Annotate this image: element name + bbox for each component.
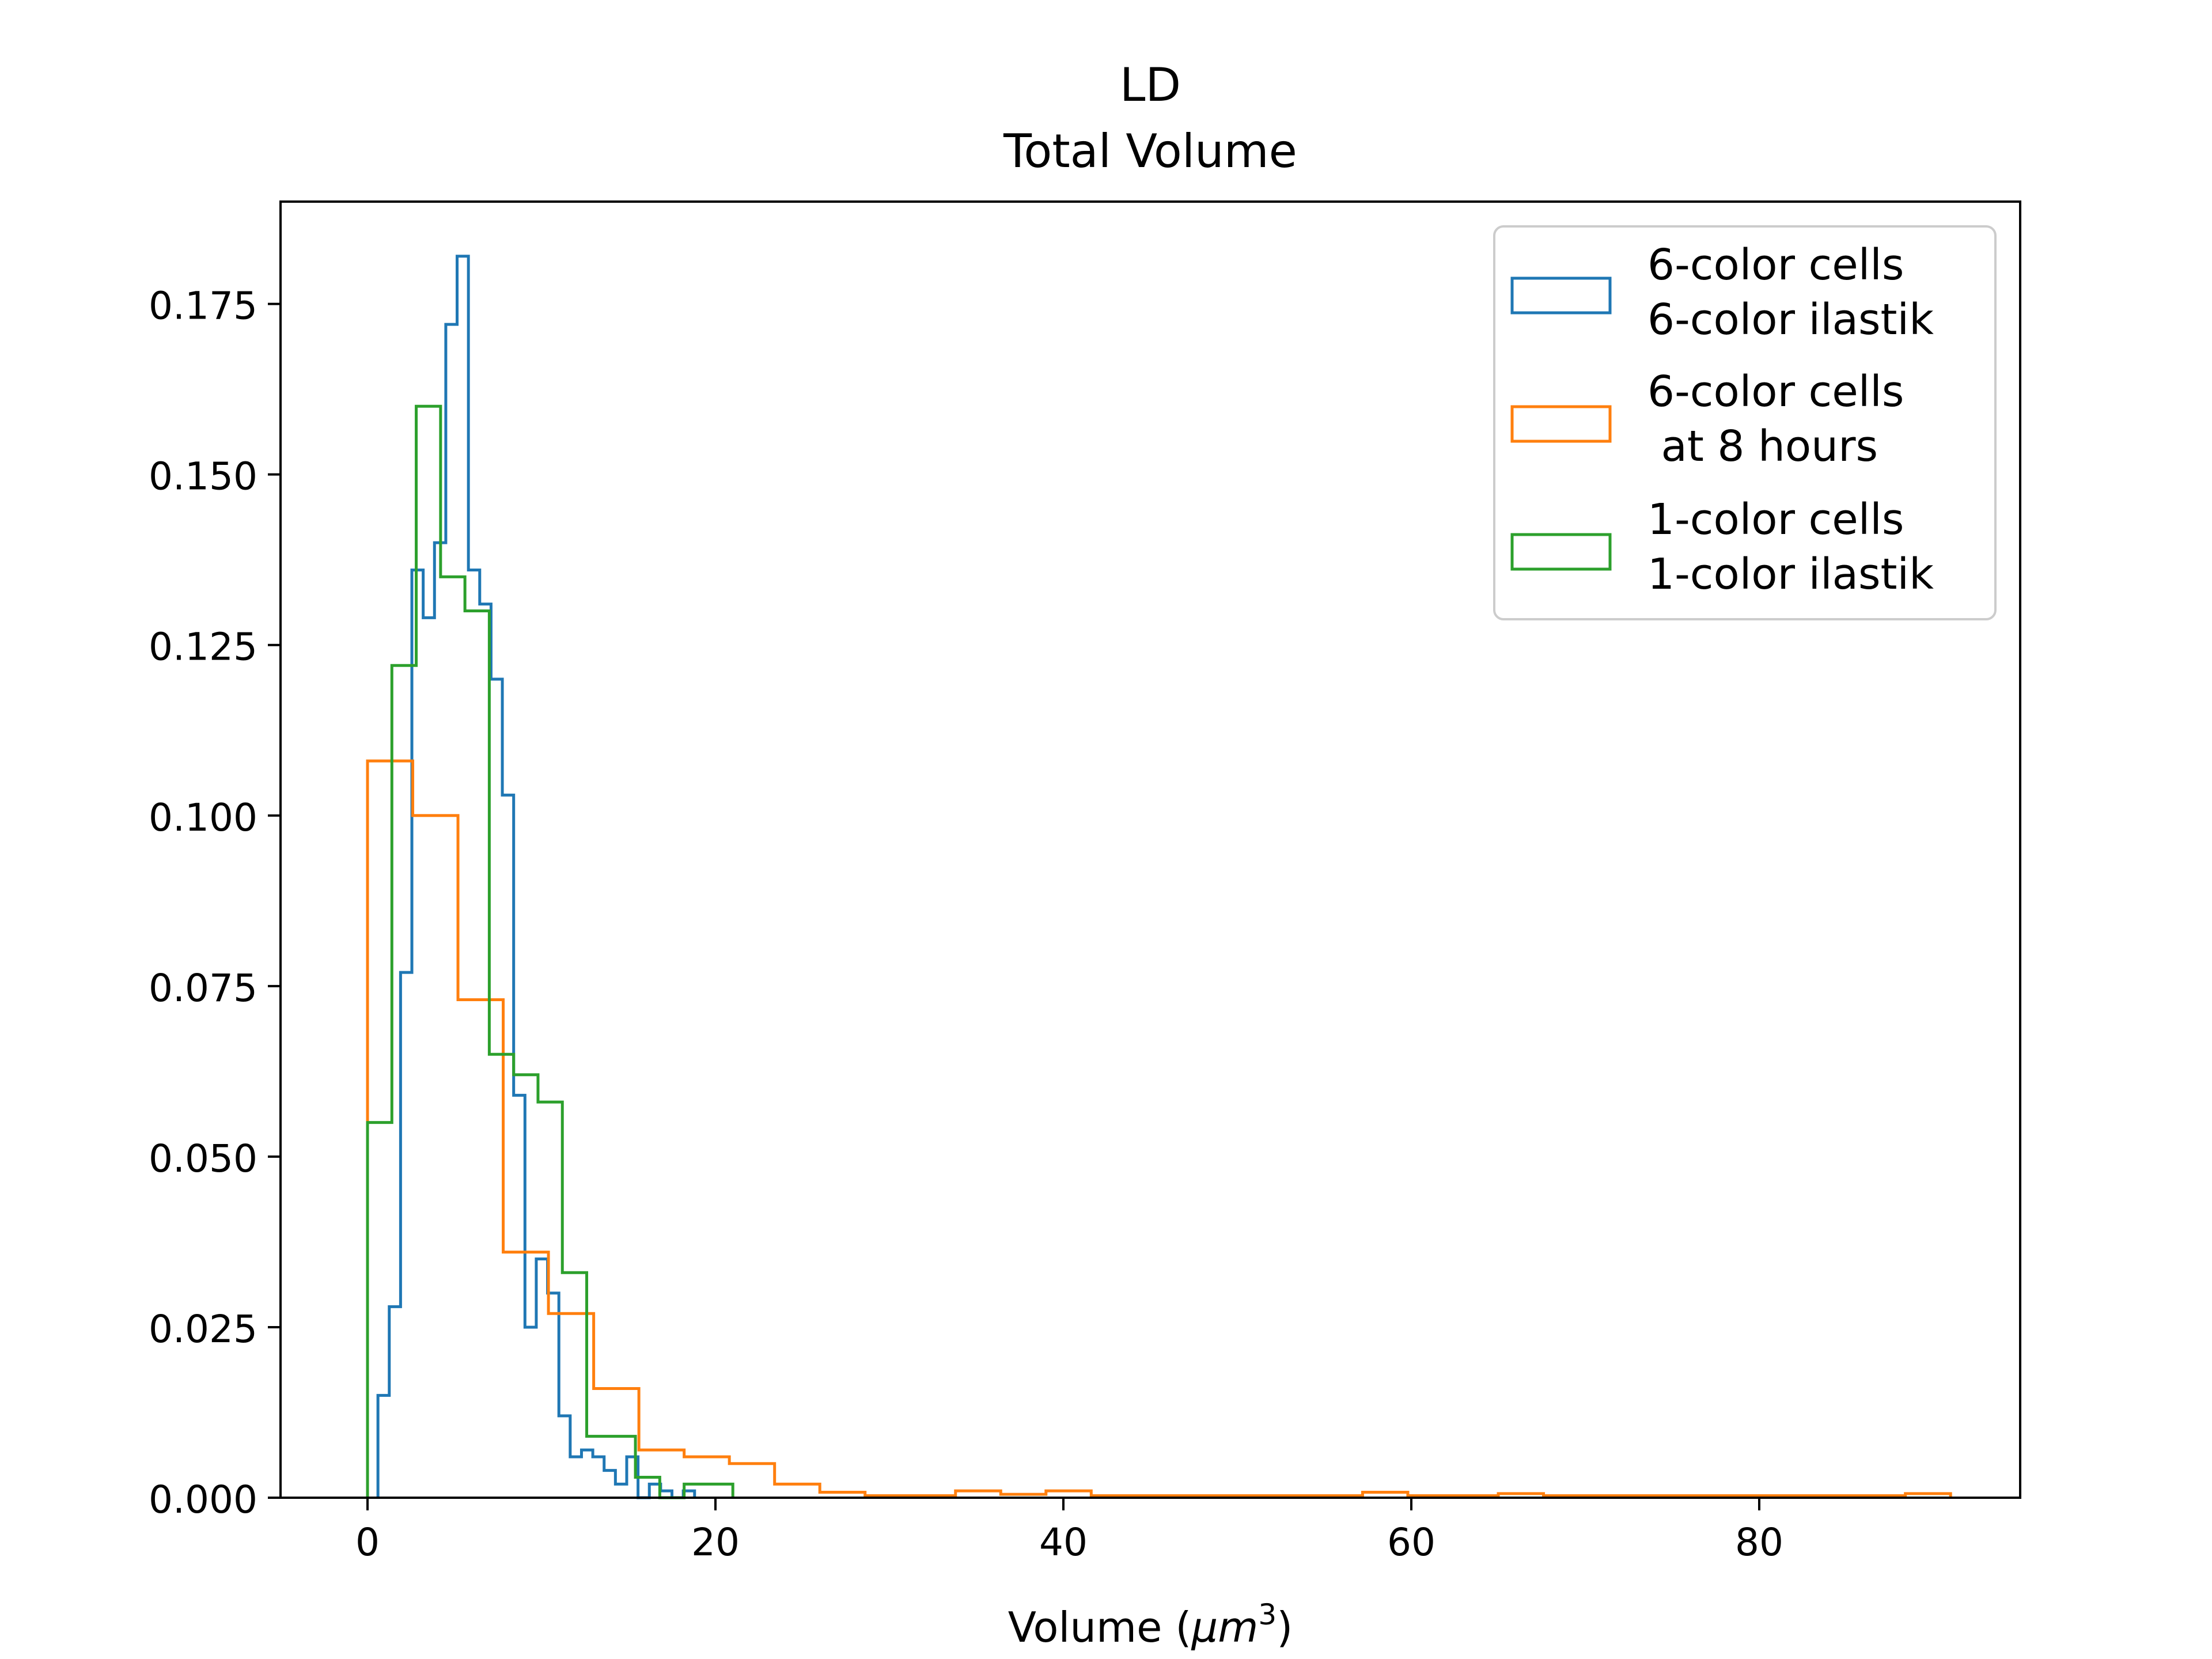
histogram-step-series-0 [376,255,696,1499]
legend-label-series-2-line1: 1-color cells [1647,495,1904,544]
legend-swatch-series-2 [1510,533,1612,571]
y-tick-label: 0.100 [149,796,257,840]
y-tick-label: 0.175 [149,284,257,328]
x-axis-label-prefix: Volume ( [1008,1603,1192,1652]
x-axis-label-suffix: ) [1277,1603,1293,1652]
legend-box [1493,225,1997,620]
x-tick-label: 60 [1387,1520,1435,1565]
x-axis-ticks: 0 20 40 60 80 [355,1498,1783,1565]
y-tick-label: 0.150 [149,454,257,499]
legend: 6-color cells 6-color ilastik 6-color ce… [1493,225,1997,620]
chart-title: LD [1120,58,1181,112]
y-tick-label: 0.000 [149,1478,257,1522]
x-axis-label-exp: 3 [1258,1598,1277,1631]
x-axis-label: Volume (μm3) [1008,1598,1293,1652]
plot-frame [279,200,2021,1499]
legend-label-series-2-line2: 1-color ilastik [1647,550,1934,599]
legend-swatch-series-1 [1510,405,1612,443]
y-tick-label: 0.025 [149,1307,257,1351]
y-tick-label: 0.125 [149,625,257,669]
y-tick-label: 0.050 [149,1137,257,1181]
legend-label-series-1-line2: at 8 hours [1647,422,1878,471]
x-tick-label: 20 [691,1520,740,1565]
legend-label-series-0-line1: 6-color cells [1647,240,1904,290]
x-tick-label: 80 [1735,1520,1783,1565]
histogram-step-series-1 [366,759,1952,1498]
legend-swatch-series-0 [1510,276,1612,315]
chart-subtitle: Total Volume [1003,124,1297,178]
y-tick-label: 0.075 [149,966,257,1010]
x-tick-label: 40 [1039,1520,1088,1565]
x-axis-label-unit: μm [1191,1603,1258,1652]
legend-label-series-1-line1: 6-color cells [1647,367,1904,416]
y-axis-ticks: 0.000 0.025 0.050 0.075 0.100 0.125 0.150 0.175 [149,284,281,1522]
x-tick-label: 0 [355,1520,380,1565]
legend-label-series-0-line2: 6-color ilastik [1647,295,1934,344]
